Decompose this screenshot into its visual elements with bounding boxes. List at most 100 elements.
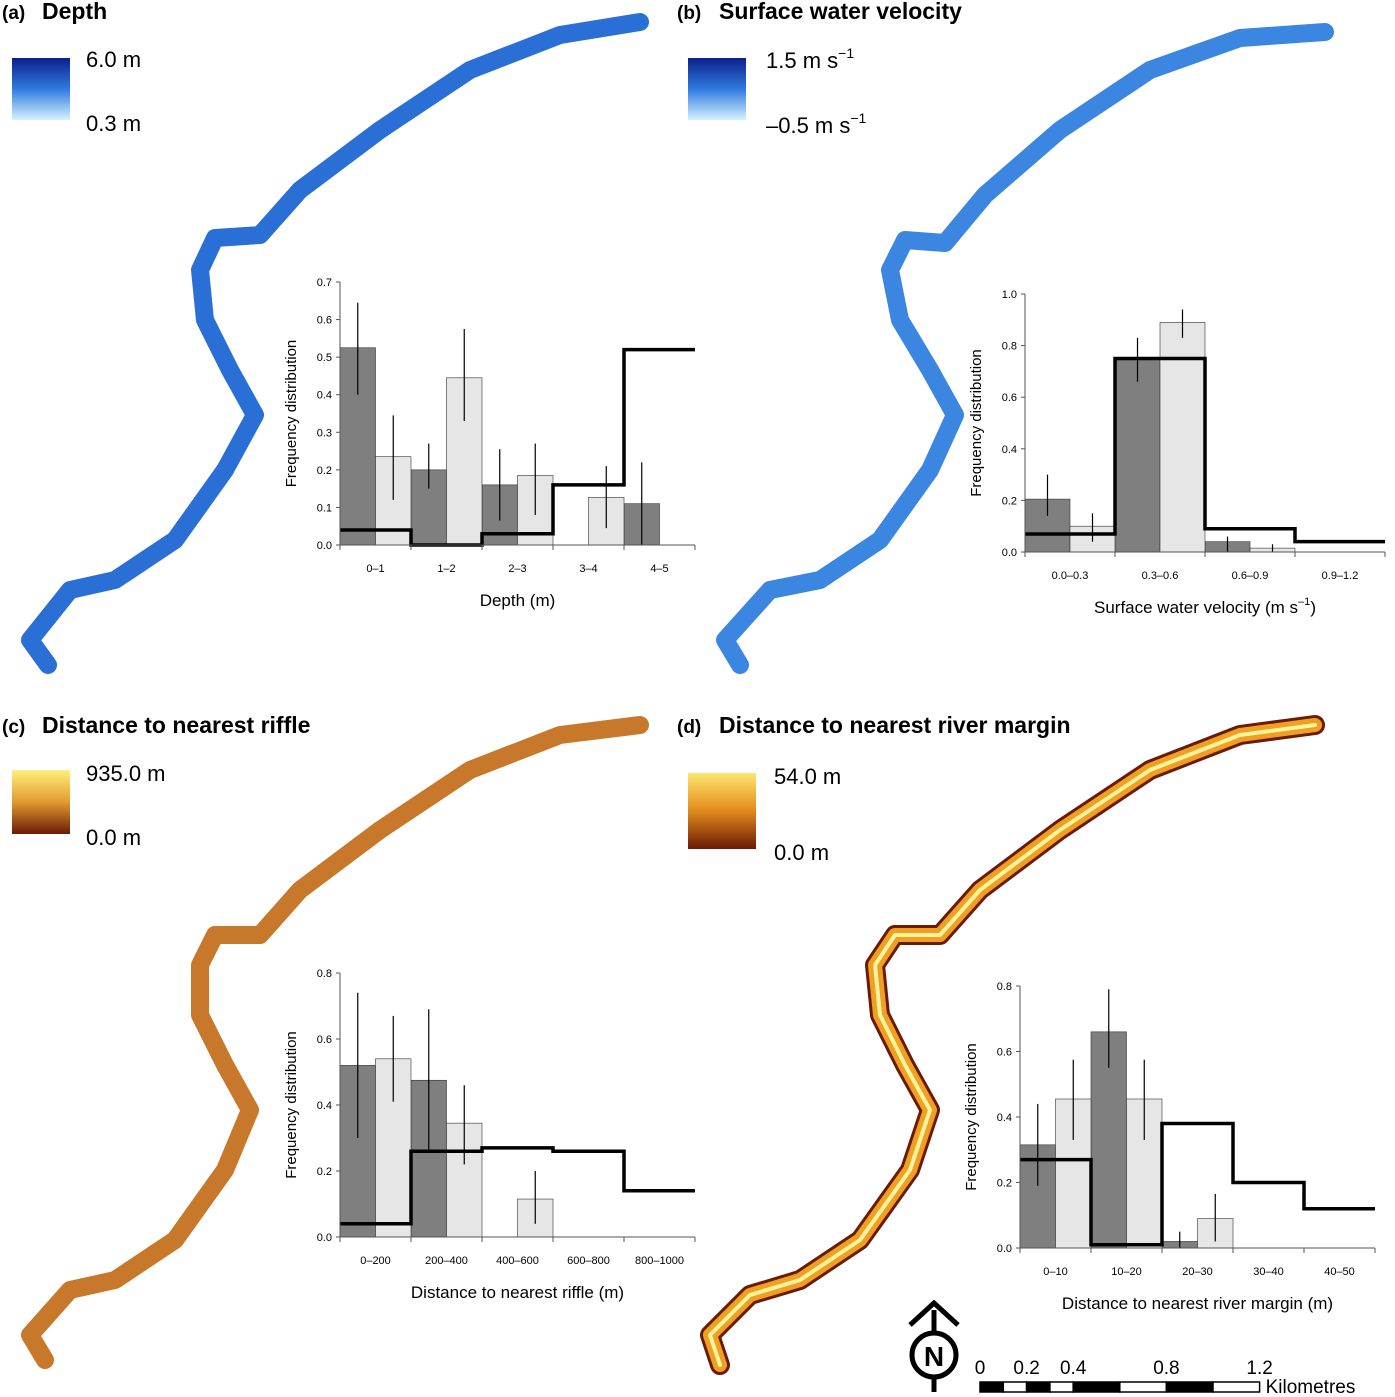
legend-color-ramp: [688, 773, 756, 849]
x-axis-label: Distance to nearest riffle (m): [411, 1283, 624, 1302]
x-tick-label: 4–5: [650, 563, 668, 575]
scale-bar-segment: [1165, 1381, 1214, 1393]
legend-color-ramp: [688, 58, 746, 120]
panel-letter: (d): [677, 717, 701, 738]
scale-bar-segment: [1212, 1381, 1261, 1393]
x-tick-label: 2–3: [508, 563, 526, 575]
y-tick-label: 0.6: [317, 1034, 332, 1046]
frequency-chart: 0.0 0.2 0.4 0.6 0.8 0–10 10–20 20–30 30–40 40–50 D…: [963, 981, 1376, 1313]
scale-bar-segment: [1072, 1381, 1121, 1393]
legend-min-label: 0.0 m: [774, 840, 829, 865]
river-map: [716, 23, 1334, 674]
x-tick-label: 3–4: [579, 563, 597, 575]
x-axis-label: Depth (m): [480, 591, 556, 610]
x-tick-label: 1–2: [437, 563, 455, 575]
x-tick-label: 10–20: [1111, 1266, 1142, 1278]
bar-dark: [1114, 358, 1161, 553]
y-tick-label: 0.3: [317, 427, 332, 439]
x-tick-label: 200–400: [425, 1255, 468, 1267]
scale-bar-tick-label: 0.2: [1013, 1358, 1039, 1379]
x-tick-label: 800–1000: [635, 1255, 684, 1267]
y-tick-label: 0.0: [317, 540, 332, 552]
y-tick-label: 0.0: [997, 1243, 1012, 1255]
scale-bar-segment: [1119, 1381, 1168, 1393]
x-tick-label: 0.9–1.2: [1322, 570, 1359, 582]
x-tick-label: 0–10: [1043, 1266, 1067, 1278]
panel-title: Distance to nearest riffle: [42, 712, 310, 738]
panel-title: Surface water velocity: [719, 0, 962, 24]
legend-min-label: 0.3 m: [86, 111, 141, 136]
y-tick-label: 0.4: [317, 1100, 332, 1112]
y-axis-label: Frequency distribution: [968, 349, 985, 497]
y-axis-label: Frequency distribution: [963, 1043, 980, 1191]
scale-bar-unit: Kilometres: [1266, 1377, 1356, 1397]
y-tick-label: 0.2: [1002, 495, 1017, 507]
x-tick-label: 20–30: [1182, 1266, 1213, 1278]
x-tick-label: 30–40: [1253, 1266, 1284, 1278]
y-tick-label: 0.8: [1002, 341, 1017, 353]
panel-title: Depth: [42, 0, 107, 24]
step-line: [340, 1146, 695, 1226]
north-circle-icon: [909, 1330, 959, 1380]
y-tick-label: 0.0: [1002, 547, 1017, 559]
river-map: [21, 716, 649, 1369]
step-line: [1025, 356, 1385, 544]
y-tick-label: 0.2: [317, 465, 332, 477]
frequency-chart: 0.0 0.2 0.4 0.6 0.8 0–200 200–400 400–600 600–80…: [283, 968, 696, 1302]
x-tick-label: 0–200: [360, 1255, 391, 1267]
panel-letter: (c): [2, 717, 25, 738]
river-map-outline: [700, 715, 1325, 1375]
x-axis-label: Surface water velocity (m s–1): [1094, 596, 1316, 617]
step-line: [1020, 1121, 1375, 1247]
panel-letter: (b): [677, 3, 701, 24]
y-tick-label: 0.5: [317, 352, 332, 364]
bar-light: [1159, 322, 1206, 553]
y-tick-label: 0.4: [997, 1112, 1012, 1124]
panel-title: Distance to nearest river margin: [719, 712, 1071, 738]
scale-bar-segment: [979, 1381, 1005, 1393]
y-tick-label: 0.4: [317, 390, 332, 402]
scale-bar-tick-label: 0: [975, 1358, 986, 1379]
panel-distance-to-nearest-riffle: (c) Distance to nearest riffle 935.0 m 0…: [2, 712, 696, 1369]
river-map-centerline: [708, 723, 1317, 1367]
panel-distance-to-nearest-river-margin: (d) Distance to nearest river margin 54.…: [677, 712, 1376, 1375]
scale-bar-segment: [1049, 1381, 1074, 1393]
scale-bar-segment: [1002, 1381, 1028, 1393]
frequency-chart: 0.0 0.2 0.4 0.6 0.8 1.0 0.0–0.3 0.3–0.6 0.6–0.9 0…: [968, 289, 1386, 617]
legend-min-label: –0.5 m s−1: [766, 110, 867, 138]
legend-min-label: 0.0 m: [86, 825, 141, 850]
y-tick-label: 0.0: [317, 1232, 332, 1244]
x-tick-label: 600–800: [567, 1255, 610, 1267]
x-tick-label: 400–600: [496, 1255, 539, 1267]
x-axis-label: Distance to nearest river margin (m): [1062, 1294, 1333, 1313]
north-arrow: N: [908, 1299, 960, 1392]
legend-max-label: 54.0 m: [774, 764, 841, 789]
y-tick-label: 0.2: [997, 1178, 1012, 1190]
x-tick-label: 0–1: [366, 563, 384, 575]
panel-surface-water-velocity: (b) Surface water velocity 1.5 m s−1 –0.…: [677, 0, 1386, 674]
y-tick-label: 0.6: [1002, 392, 1017, 404]
legend-max-label: 1.5 m s−1: [766, 45, 854, 73]
x-tick-label: 0.3–0.6: [1142, 570, 1179, 582]
y-tick-label: 0.7: [317, 277, 332, 289]
x-tick-label: 40–50: [1324, 1266, 1355, 1278]
legend-color-ramp: [12, 58, 70, 120]
river-map: [21, 13, 649, 674]
scale-bar-segment: [1025, 1381, 1051, 1393]
panel-letter: (a): [2, 3, 25, 24]
frequency-chart: 0.0 0.1 0.2 0.3 0.4 0.5 0.6 0.7 0–1 1–2 2–3 3–4 4–5 D…: [283, 277, 696, 610]
north-letter: N: [924, 1341, 944, 1372]
y-tick-label: 0.2: [317, 1166, 332, 1178]
legend-color-ramp: [12, 770, 70, 834]
y-tick-label: 0.1: [317, 502, 332, 514]
scale-bar-tick-label: 0.8: [1153, 1358, 1179, 1379]
y-tick-label: 0.8: [997, 981, 1012, 993]
y-tick-label: 0.6: [317, 315, 332, 327]
x-tick-label: 0.6–0.9: [1232, 570, 1269, 582]
y-axis-label: Frequency distribution: [283, 1031, 300, 1179]
y-tick-label: 0.8: [317, 968, 332, 980]
scale-bar-tick-label: 1.2: [1246, 1358, 1272, 1379]
y-tick-label: 0.4: [1002, 444, 1017, 456]
